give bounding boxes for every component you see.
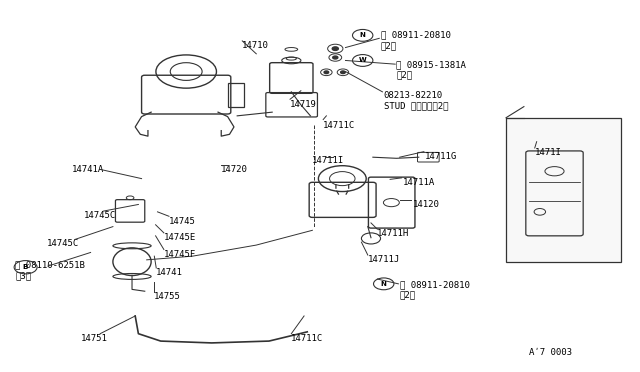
Text: Aʹ7 0003: Aʹ7 0003 [529,347,572,357]
Text: 14751: 14751 [81,334,108,343]
Text: 14710: 14710 [243,41,269,50]
Text: N: N [360,32,365,38]
Text: 14745C: 14745C [47,239,79,248]
Text: 14711J: 14711J [368,255,400,264]
Text: Ⓑ 08110-6251B
（3）: Ⓑ 08110-6251B （3） [15,260,85,280]
Text: 14711I: 14711I [312,155,344,165]
Text: 08213-82210
STUD スタッド（2）: 08213-82210 STUD スタッド（2） [384,92,448,111]
Text: 14711C: 14711C [323,121,355,129]
Text: ⓦ 08915-1381A
（2）: ⓦ 08915-1381A （2） [396,60,467,79]
Text: 14719: 14719 [290,100,317,109]
Bar [228,83,244,107]
Text: 14741: 14741 [156,268,183,277]
Text: 14711A: 14711A [403,178,435,187]
Text: 14745C: 14745C [84,211,116,220]
Circle shape [332,47,339,51]
Text: B: B [23,264,28,270]
Text: ⓐ 08911-20810
（2）: ⓐ 08911-20810 （2） [399,280,470,300]
Text: 1471I: 1471I [535,148,562,157]
Text: 14720: 14720 [221,165,248,174]
Text: 14745F: 14745F [164,250,196,259]
Text: ⓐ 08911-20810
（2）: ⓐ 08911-20810 （2） [381,31,451,50]
Circle shape [324,71,329,74]
Text: 14120: 14120 [412,200,439,209]
Text: 14745E: 14745E [164,233,196,242]
Text: 14711H: 14711H [378,230,410,238]
Text: N: N [381,281,387,287]
Text: 14711G: 14711G [425,152,458,161]
Text: W: W [359,57,367,64]
Text: 14755: 14755 [154,292,181,301]
Text: 14711C: 14711C [291,334,324,343]
Circle shape [340,71,345,74]
Text: 14741A: 14741A [72,165,104,174]
Bar [506,118,621,262]
Circle shape [333,56,338,59]
Text: 14745: 14745 [169,217,196,225]
